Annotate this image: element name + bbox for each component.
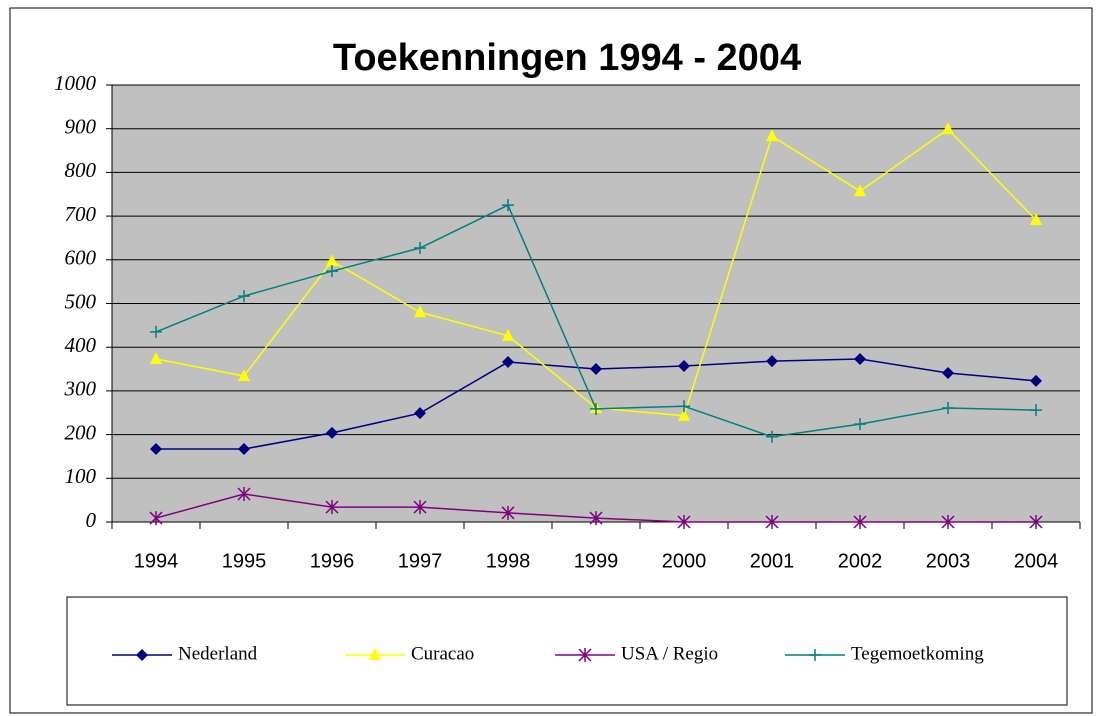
y-tick-label: 100 [65, 464, 97, 488]
marker [678, 400, 690, 413]
marker [501, 505, 515, 520]
y-tick-label: 400 [65, 333, 97, 357]
marker [677, 515, 691, 529]
x-tick-label: 2000 [662, 550, 707, 572]
marker [414, 407, 426, 420]
marker [150, 325, 162, 338]
marker [854, 418, 866, 431]
marker [238, 290, 250, 303]
legend-label: Nederland [178, 643, 258, 664]
marker [854, 184, 866, 197]
chart-title: Toekenningen 1994 - 2004 [333, 37, 801, 79]
marker [325, 500, 339, 515]
marker [413, 500, 427, 515]
legend-marker [136, 649, 148, 661]
marker [502, 199, 514, 212]
y-tick-label: 0 [86, 508, 97, 532]
marker [942, 122, 954, 135]
x-tick-label: 1999 [574, 550, 619, 572]
marker [766, 430, 778, 443]
marker [238, 369, 250, 382]
marker [766, 129, 778, 142]
marker [150, 351, 162, 364]
marker [326, 265, 338, 278]
y-tick-label: 900 [65, 115, 97, 139]
marker [766, 355, 778, 368]
legend-label: USA / Regio [621, 643, 718, 664]
legend-box [66, 596, 1068, 706]
marker [502, 328, 514, 341]
marker [326, 254, 338, 267]
marker [414, 242, 426, 255]
marker [237, 487, 251, 502]
y-tick-label: 300 [64, 377, 97, 401]
marker [590, 363, 602, 376]
marker [150, 443, 162, 456]
marker [678, 359, 690, 372]
x-tick-label: 1995 [222, 550, 267, 572]
marker [942, 366, 954, 379]
marker [414, 305, 426, 318]
x-tick-label: 1998 [486, 550, 531, 572]
marker [941, 515, 955, 529]
marker [1030, 374, 1042, 387]
marker [1029, 515, 1043, 529]
legend-marker [578, 648, 592, 662]
marker [326, 426, 338, 439]
x-tick-label: 2001 [750, 550, 795, 572]
x-tick-label: 1994 [134, 550, 179, 572]
marker [942, 401, 954, 414]
legend-label: Curacao [411, 643, 474, 664]
x-tick-label: 2003 [926, 550, 971, 572]
x-tick-label: 1997 [398, 550, 443, 572]
marker [149, 511, 163, 526]
marker [238, 443, 250, 456]
marker [765, 515, 779, 529]
marker [1030, 404, 1042, 417]
legend-label: Tegemoetkoming [851, 643, 984, 664]
marker [590, 402, 602, 415]
y-tick-label: 500 [65, 289, 97, 313]
marker [589, 511, 603, 526]
y-tick-label: 600 [65, 246, 97, 270]
y-tick-label: 1000 [54, 71, 97, 95]
marker [853, 515, 867, 529]
marker [678, 408, 690, 421]
y-tick-label: 200 [65, 420, 97, 444]
marker [502, 356, 514, 369]
y-tick-label: 700 [65, 202, 97, 226]
y-tick-label: 800 [65, 158, 97, 182]
marker [1030, 213, 1042, 226]
legend-marker [809, 649, 821, 661]
marker [854, 352, 866, 365]
x-tick-label: 2004 [1014, 550, 1059, 572]
legend-marker [369, 648, 381, 660]
x-tick-label: 1996 [310, 550, 355, 572]
x-tick-label: 2002 [838, 550, 883, 572]
